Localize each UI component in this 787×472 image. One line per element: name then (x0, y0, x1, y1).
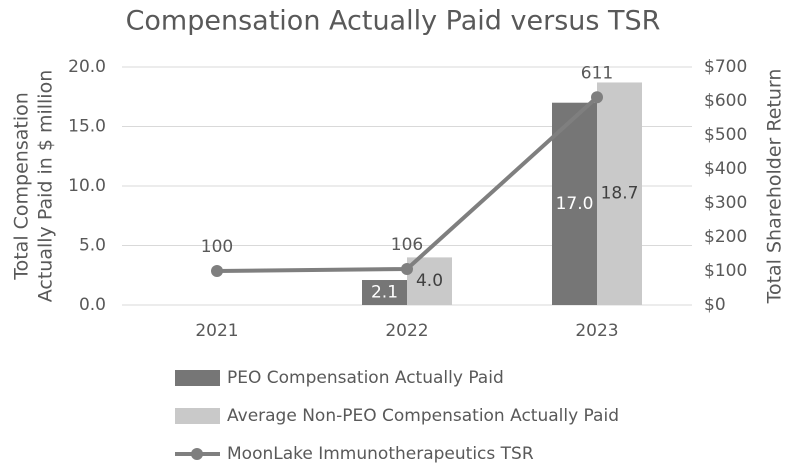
y-tick-label: 0.0 (79, 295, 106, 315)
y2-tick-label: $300 (704, 193, 747, 213)
y2-tick-label: $400 (704, 159, 747, 179)
y2-tick-label: $600 (704, 91, 747, 111)
line-value-label: 100 (201, 237, 233, 257)
y2-tick-label: $500 (704, 125, 747, 145)
y-tick-label: 20.0 (68, 57, 106, 77)
y2-tick-label: $100 (704, 261, 747, 281)
bar (407, 257, 452, 305)
legend-swatch (175, 370, 220, 386)
y2-tick-label: $200 (704, 227, 747, 247)
line-value-label: 611 (581, 63, 613, 83)
legend-label: Average Non-PEO Compensation Actually Pa… (227, 406, 619, 426)
x-tick-label: 2022 (385, 321, 428, 341)
y-tick-label: 15.0 (68, 117, 106, 137)
legend-swatch (175, 408, 220, 424)
line-value-label: 106 (391, 235, 423, 255)
bar-value-label: 4.0 (416, 271, 443, 291)
bar (552, 102, 597, 305)
bar (362, 280, 407, 305)
legend-label: MoonLake Immunotherapeutics TSR (227, 444, 534, 464)
y-tick-label: 5.0 (79, 236, 106, 256)
legend-label: PEO Compensation Actually Paid (227, 368, 504, 388)
y-tick-label: 10.0 (68, 176, 106, 196)
y-axis-label: Actually Paid in $ million (35, 70, 57, 303)
bar-value-label: 18.7 (601, 184, 639, 204)
line-point (401, 262, 413, 275)
y-axis-label: Total Compensation (11, 92, 33, 281)
x-tick-label: 2023 (575, 321, 618, 341)
line-point (211, 265, 223, 277)
bar (597, 82, 642, 305)
line-point (591, 91, 603, 104)
y2-tick-label: $700 (704, 57, 747, 77)
bar-value-label: 2.1 (371, 283, 398, 303)
legend-marker (191, 448, 203, 460)
chart-title: Compensation Actually Paid versus TSR (126, 6, 661, 37)
y2-axis-label: Total Shareholder Return (764, 69, 786, 305)
x-tick-label: 2021 (195, 321, 238, 341)
y2-tick-label: $0 (704, 295, 726, 315)
bar-value-label: 17.0 (556, 194, 594, 214)
